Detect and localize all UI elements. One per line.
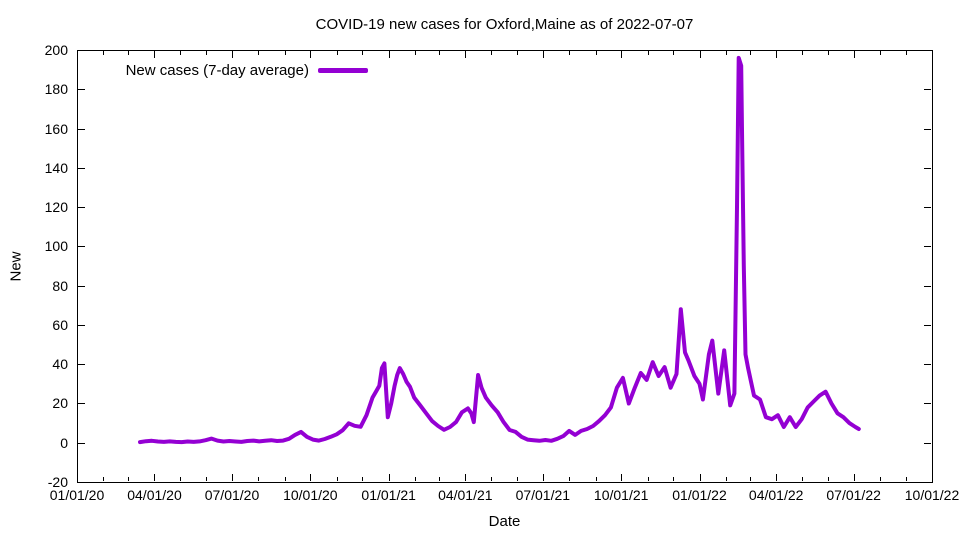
legend-entry-label: New cases (7-day average) (125, 62, 309, 79)
x-tick-label: 01/01/22 (672, 487, 727, 503)
y-tick-label: 200 (44, 42, 68, 58)
legend: New cases (7-day average) (77, 62, 368, 79)
series-line (138, 55, 861, 445)
x-tick-label: 04/01/20 (127, 487, 182, 503)
chart-title: COVID-19 new cases for Oxford,Maine as o… (315, 16, 694, 33)
y-tick-label: 140 (44, 159, 68, 176)
x-tick-label: 07/01/22 (826, 487, 881, 503)
y-tick-label: 180 (44, 81, 68, 98)
plot-border (77, 50, 933, 483)
x-tick-label: 07/01/20 (204, 487, 260, 503)
y-tick-label: 160 (44, 120, 68, 137)
x-axis-label: Date (488, 513, 521, 530)
x-tick-label: 10/01/20 (283, 487, 338, 503)
x-tick-label: 01/01/21 (361, 487, 416, 503)
y-tick-label: 80 (52, 277, 68, 294)
x-tick-label: 07/01/21 (515, 487, 571, 503)
y-tick-label: -20 (47, 474, 68, 490)
x-tick-label: 10/01/21 (593, 487, 649, 503)
x-tick-label: 10/01/22 (904, 487, 960, 503)
x-tick-label: 01/01/20 (49, 487, 105, 503)
y-tick-label: 0 (60, 434, 68, 451)
y-tick-label: 120 (44, 199, 68, 216)
x-tick-label: 04/01/21 (438, 487, 493, 503)
y-tick-label: 20 (52, 395, 68, 412)
y-tick-label: 60 (52, 316, 68, 333)
y-tick-label: 100 (44, 238, 68, 255)
legend-line-sample (318, 68, 368, 73)
y-tick-label: 40 (52, 356, 68, 373)
x-tick-label: 04/01/22 (748, 487, 804, 503)
